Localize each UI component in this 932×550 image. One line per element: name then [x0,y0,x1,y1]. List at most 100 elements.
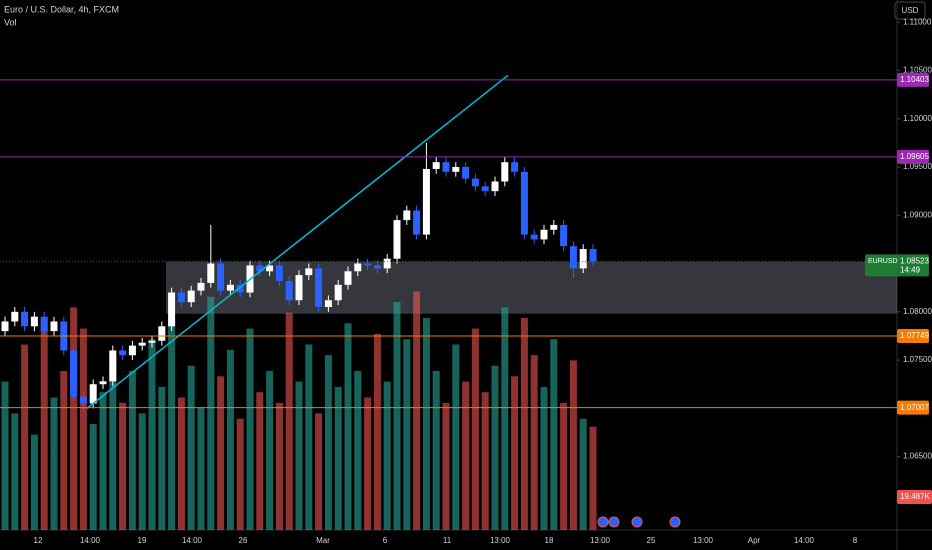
y-tick-label: 1.07500 [903,355,932,364]
candle-body [540,229,548,240]
volume-bar [197,408,205,530]
level-label-bg [897,400,929,415]
level-label: 1.10403 [900,75,929,84]
candle-body [236,284,244,293]
volume-bar [285,312,293,530]
volume-bar [128,371,136,530]
candle-body [432,162,440,169]
zone [166,261,897,314]
volume-bar [550,339,558,530]
volume-bar [471,328,479,530]
candle-body [344,271,352,285]
candle-body [21,311,29,327]
volume-bar [50,397,58,530]
trendline [86,74,509,409]
volume-bar [207,296,215,530]
candle-body [128,345,136,356]
volume-bar [158,386,166,530]
volume-bar [403,339,411,530]
candle-body [373,265,381,269]
volume-bar [462,381,470,530]
y-tick-label: 1.09500 [903,162,932,171]
x-tick-label: 12 [34,536,43,545]
volume-bar [217,376,225,530]
candle-body [79,396,87,404]
candle-body [285,280,293,301]
candle-body [550,224,558,230]
x-tick-label: 14:00 [794,536,815,545]
candle-body [481,186,489,192]
y-tick-label: 1.11000 [903,17,932,26]
volume-bar [168,318,176,530]
volume-bar [236,418,244,530]
volume-bar [21,344,29,530]
candle-body [207,263,215,283]
candle-body [383,258,391,269]
x-tick-label: 14:00 [182,536,203,545]
y-tick-label: 1.09000 [903,210,932,219]
currency-button[interactable] [894,1,926,20]
volume-bar [226,349,234,530]
candle-body [334,284,342,301]
y-tick-label: 1.06500 [903,452,932,461]
volume-bar [344,323,352,530]
candle-body [11,311,19,322]
candle-body [530,234,538,240]
y-tick-label: 1.10000 [903,114,932,123]
level-label: 1.07749 [900,331,929,340]
level-label-bg [897,72,929,87]
volume-title: Vol [4,17,17,27]
volume-bar [560,402,568,530]
volume-bar [422,318,430,530]
volume-bar [138,413,146,530]
volume-bar [520,318,528,530]
volume-bar [501,307,509,530]
candle-body [491,181,499,192]
volume-bar [393,302,401,530]
level-label-bg [897,149,929,164]
candle-body [226,284,234,291]
volume-bar [11,413,19,530]
y-tick-label: 1.10500 [903,66,932,75]
y-tick-label: 1.08000 [903,307,932,316]
volume-bar [99,392,107,530]
candle-body [579,249,587,269]
candle-body [89,384,97,404]
x-tick-label: 18 [545,536,554,545]
candle-body [177,292,185,303]
volume-bar [373,333,381,530]
candle-body [187,290,195,303]
volume-bar [491,365,499,530]
candle-body [197,282,205,291]
last-price-bg [865,254,929,277]
volume-bar [442,402,450,530]
volume-bar [295,381,303,530]
volume-bar [256,392,264,530]
level-label-bg [897,329,929,344]
level-label: 1.07007 [900,403,929,412]
volume-bar [579,418,587,530]
candle-body [168,292,176,327]
volume-bar [452,344,460,530]
volume-bar [354,371,362,530]
x-tick-label: 13:00 [590,536,611,545]
volume-bar [324,355,332,530]
volume-bar [530,355,538,530]
last-price-countdown: 14:49 [900,265,921,274]
candle-body [99,381,107,385]
volume-bar [148,339,156,530]
candle-body [315,268,323,307]
candle-body [119,350,127,356]
x-tick-label: 11 [443,536,452,545]
candle-body [589,249,597,262]
volume-bar [79,328,87,530]
candle-body [50,321,58,332]
x-tick-label: 14:00 [80,536,101,545]
volume-bar [481,392,489,530]
x-tick-label: Apr [748,536,761,545]
x-tick-label: 25 [647,536,656,545]
volume-bar [275,402,283,530]
candle-body [70,350,78,397]
currency[interactable]: USD [902,6,919,15]
candle-body [413,210,421,235]
